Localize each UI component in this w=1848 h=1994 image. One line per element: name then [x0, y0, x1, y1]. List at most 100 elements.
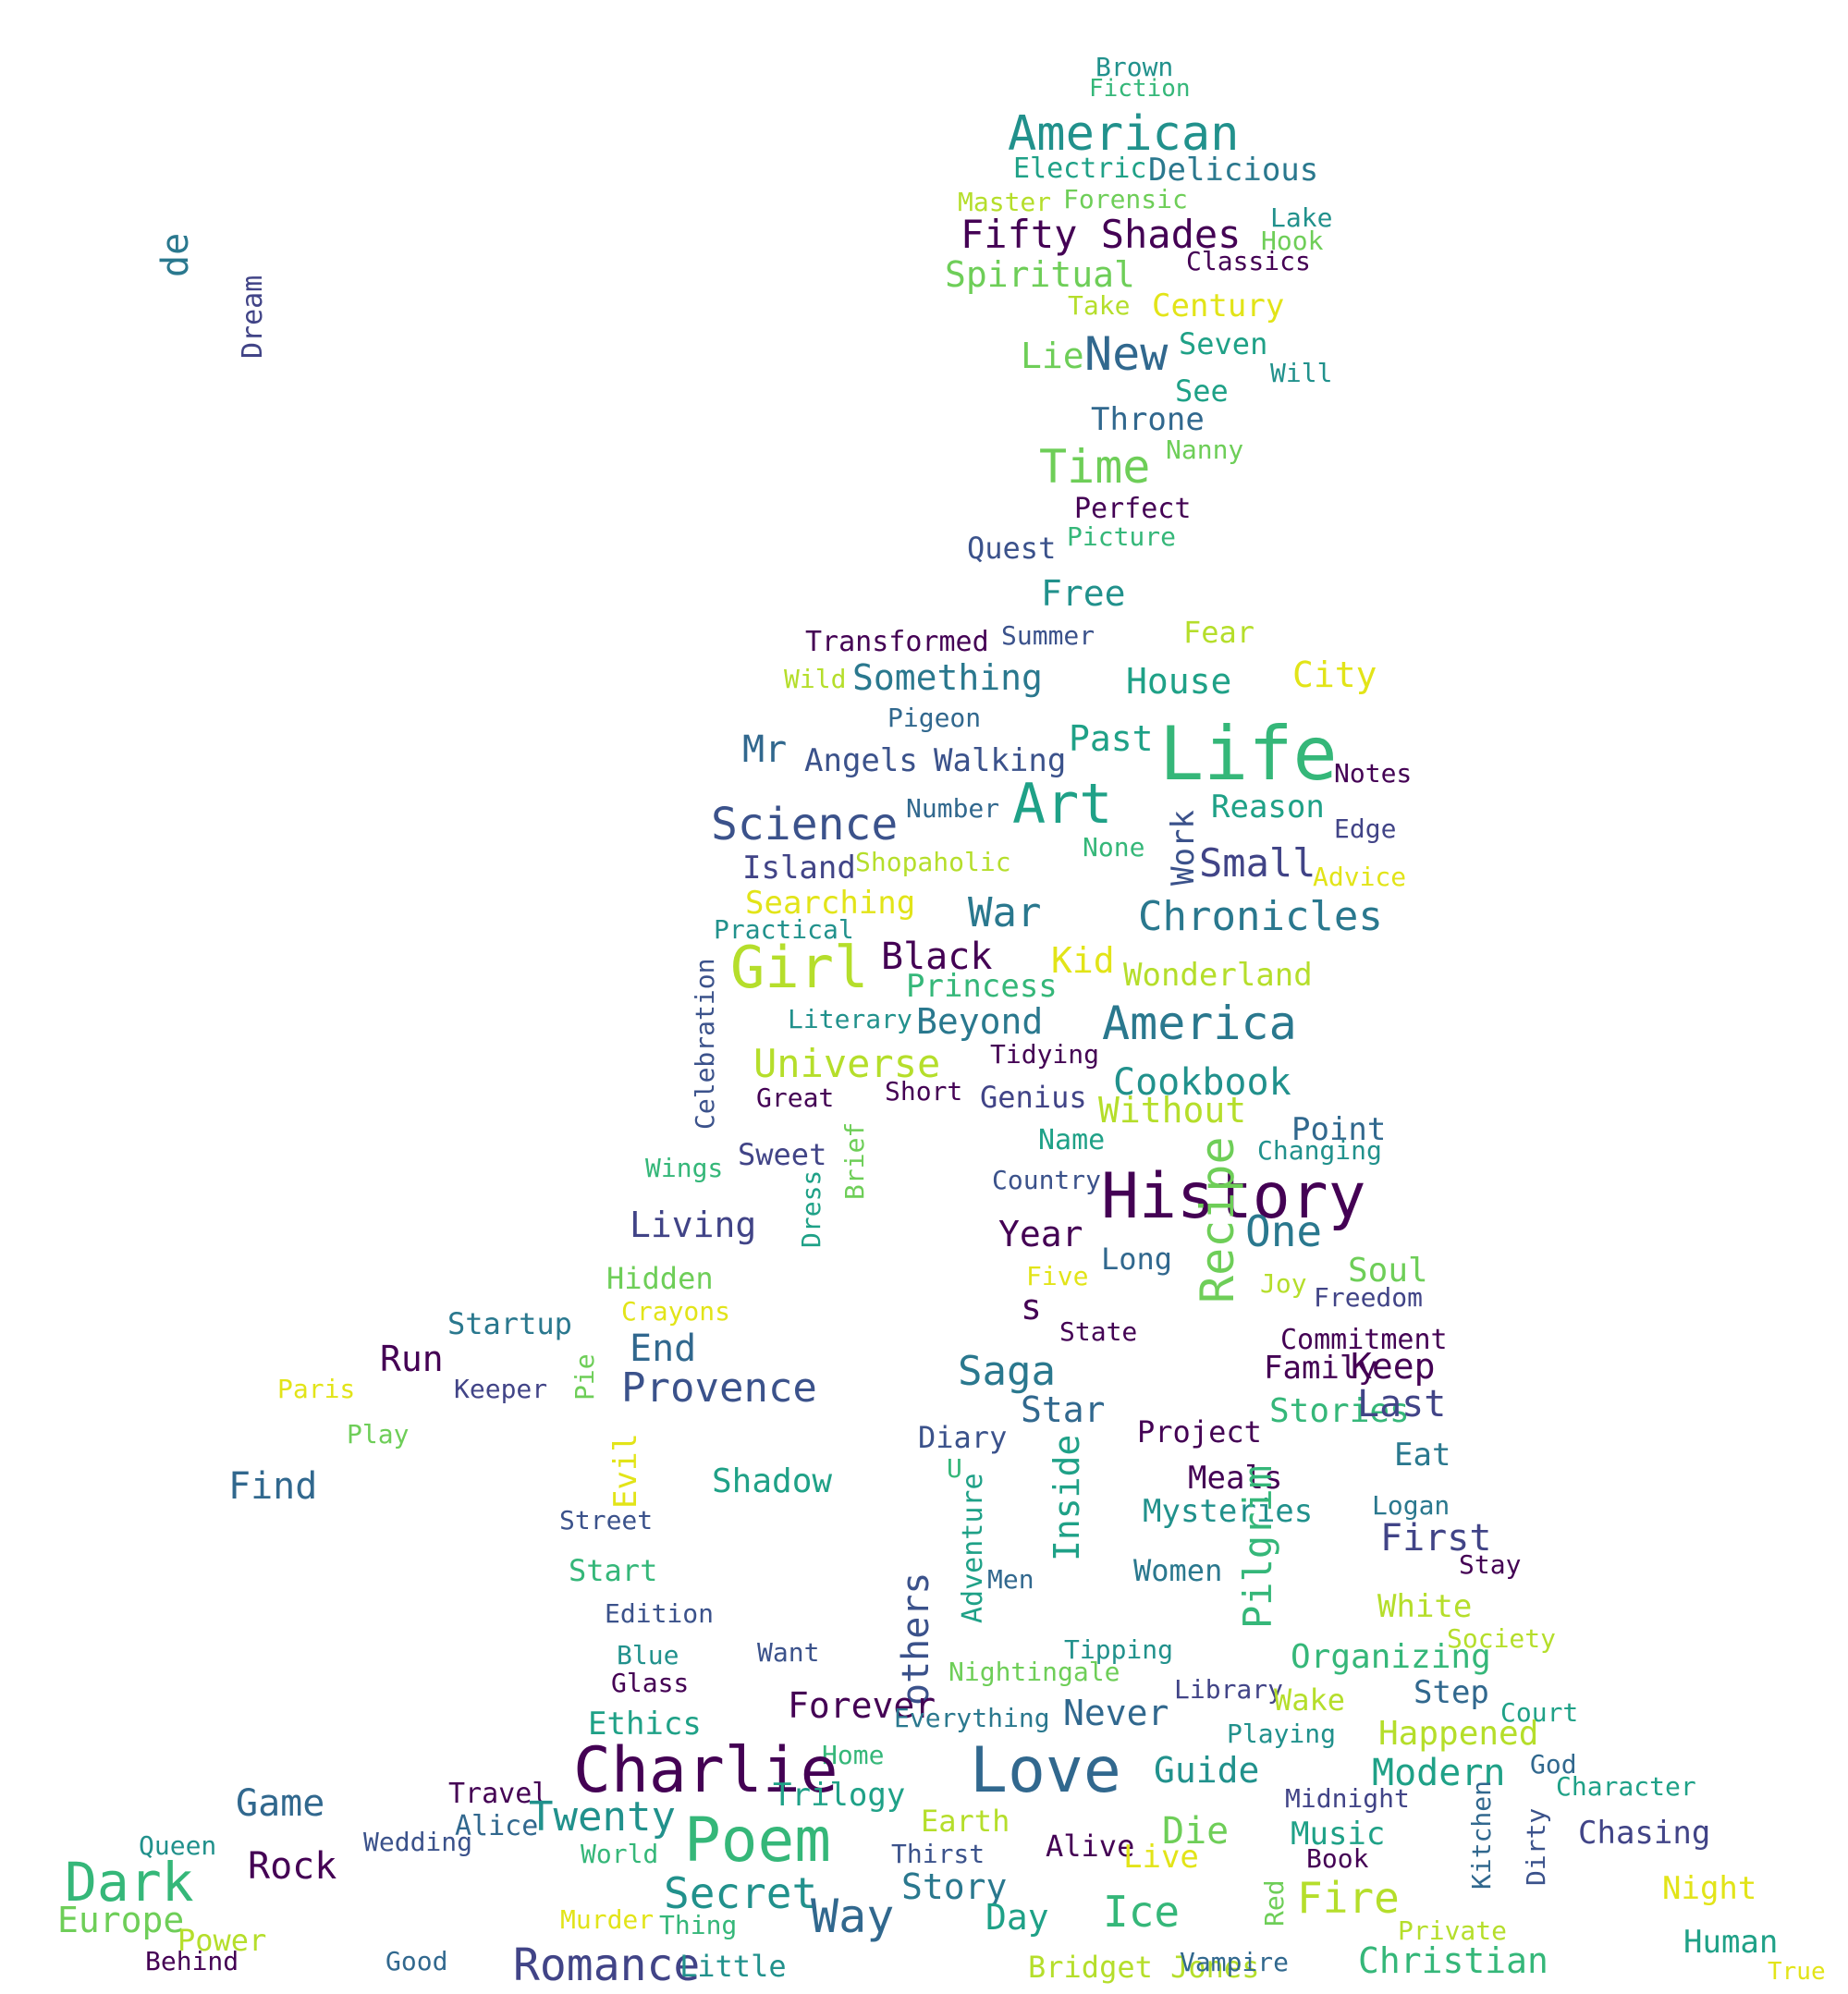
- word-murder: Murder: [560, 1904, 654, 1935]
- word-kitchen: Kitchen: [1466, 1780, 1497, 1890]
- word-great: Great: [756, 1083, 834, 1113]
- word-private: Private: [1398, 1915, 1507, 1946]
- word-pilgrim: Pilgrim: [1235, 1465, 1280, 1629]
- word-name: Name: [1038, 1124, 1105, 1156]
- word-thirst: Thirst: [891, 1839, 985, 1869]
- word-quest: Quest: [967, 531, 1056, 566]
- word-white: White: [1377, 1588, 1472, 1625]
- word-freedom: Freedom: [1314, 1282, 1423, 1313]
- word-thing: Thing: [659, 1910, 737, 1940]
- word-edge: Edge: [1334, 814, 1396, 844]
- word-s: s: [1021, 1287, 1042, 1327]
- word-eat: Eat: [1394, 1437, 1450, 1474]
- word-delicious: Delicious: [1148, 152, 1318, 189]
- word-library: Library: [1174, 1674, 1283, 1705]
- word-forever: Forever: [788, 1685, 936, 1726]
- word-story: Story: [901, 1866, 1007, 1907]
- word-charlie: Charlie: [573, 1734, 838, 1807]
- word-star: Star: [1021, 1389, 1106, 1430]
- word-house: House: [1126, 661, 1231, 702]
- word-inside: Inside: [1046, 1435, 1087, 1561]
- word-tidying: Tidying: [990, 1039, 1099, 1070]
- word-recipe: Recipe: [1191, 1136, 1244, 1303]
- word-diary: Diary: [918, 1420, 1007, 1455]
- word-wings: Wings: [645, 1153, 723, 1183]
- word-brown: Brown: [1095, 52, 1173, 82]
- word-girl: Girl: [730, 934, 868, 1001]
- word-europe: Europe: [57, 1900, 184, 1940]
- word-tipping: Tipping: [1064, 1634, 1173, 1665]
- word-year: Year: [998, 1214, 1083, 1254]
- word-playing: Playing: [1227, 1719, 1336, 1749]
- word-dirty: Dirty: [1521, 1808, 1551, 1886]
- word-glass: Glass: [611, 1668, 689, 1698]
- word-red: Red: [1259, 1879, 1290, 1927]
- word-shopaholic: Shopaholic: [855, 847, 1011, 877]
- word-soul: Soul: [1348, 1252, 1428, 1290]
- word-world: World: [581, 1839, 658, 1869]
- word-trilogy: Trilogy: [773, 1777, 905, 1814]
- word-pie: Pie: [569, 1353, 600, 1401]
- word-alice: Alice: [455, 1810, 538, 1842]
- word-lie: Lie: [1021, 336, 1084, 376]
- word-ice: Ice: [1103, 1887, 1180, 1937]
- word-stories: Stories: [1269, 1392, 1410, 1430]
- word-last: Last: [1357, 1383, 1446, 1425]
- word-run: Run: [380, 1339, 444, 1379]
- word-electric: Electric: [1013, 153, 1147, 185]
- word-good: Good: [386, 1946, 447, 1976]
- word-hidden: Hidden: [606, 1261, 714, 1296]
- word-without: Without: [1098, 1090, 1246, 1131]
- word-midnight: Midnight: [1285, 1783, 1410, 1814]
- word-street: Street: [559, 1505, 653, 1535]
- word-dress: Dress: [796, 1170, 826, 1248]
- word-celebration: Celebration: [690, 959, 720, 1130]
- word-christian: Christian: [1358, 1940, 1548, 1981]
- word-society: Society: [1447, 1623, 1556, 1654]
- word-will: Will: [1270, 358, 1332, 388]
- word-dream: Dream: [237, 275, 269, 359]
- word-chronicles: Chronicles: [1138, 893, 1383, 940]
- word-island: Island: [742, 850, 856, 887]
- word-power: Power: [177, 1923, 266, 1958]
- word-fire: Fire: [1297, 1873, 1400, 1923]
- word-day: Day: [985, 1897, 1049, 1938]
- word-master: Master: [958, 187, 1051, 217]
- word-crayons: Crayons: [621, 1296, 730, 1327]
- word-book: Book: [1306, 1843, 1369, 1874]
- word-literary: Literary: [788, 1004, 912, 1034]
- word-something: Something: [852, 657, 1043, 698]
- word-travel: Travel: [448, 1778, 548, 1810]
- word-u: U: [947, 1453, 962, 1484]
- word-meals: Meals: [1188, 1460, 1282, 1497]
- word-happened: Happened: [1378, 1715, 1538, 1753]
- word-project: Project: [1137, 1414, 1262, 1450]
- word-character: Character: [1556, 1771, 1696, 1802]
- word-little: Little: [679, 1949, 787, 1984]
- word-classics: Classics: [1186, 246, 1311, 276]
- word-country: Country: [992, 1165, 1101, 1195]
- word-nightingale: Nightingale: [948, 1657, 1120, 1687]
- word-true: True: [1768, 1958, 1826, 1986]
- word-changing: Changing: [1257, 1135, 1382, 1166]
- word-wake: Wake: [1274, 1682, 1345, 1718]
- word-throne: Throne: [1091, 401, 1205, 438]
- word-start: Start: [569, 1553, 657, 1588]
- word-rock: Rock: [248, 1845, 337, 1888]
- word-human: Human: [1683, 1924, 1778, 1961]
- word-die: Die: [1162, 1810, 1229, 1853]
- word-work: Work: [1165, 810, 1202, 886]
- word-game: Game: [236, 1782, 324, 1825]
- word-state: State: [1059, 1316, 1137, 1347]
- word-science: Science: [711, 799, 898, 850]
- word-women: Women: [1133, 1553, 1222, 1588]
- word-night: Night: [1662, 1870, 1756, 1907]
- word-art: Art: [1012, 772, 1112, 837]
- word-stay: Stay: [1459, 1549, 1521, 1580]
- word-practical: Practical: [714, 914, 854, 945]
- word-perfect: Perfect: [1074, 493, 1191, 525]
- word-earth: Earth: [921, 1804, 1010, 1839]
- word-ethics: Ethics: [588, 1706, 702, 1743]
- word-number: Number: [906, 793, 999, 824]
